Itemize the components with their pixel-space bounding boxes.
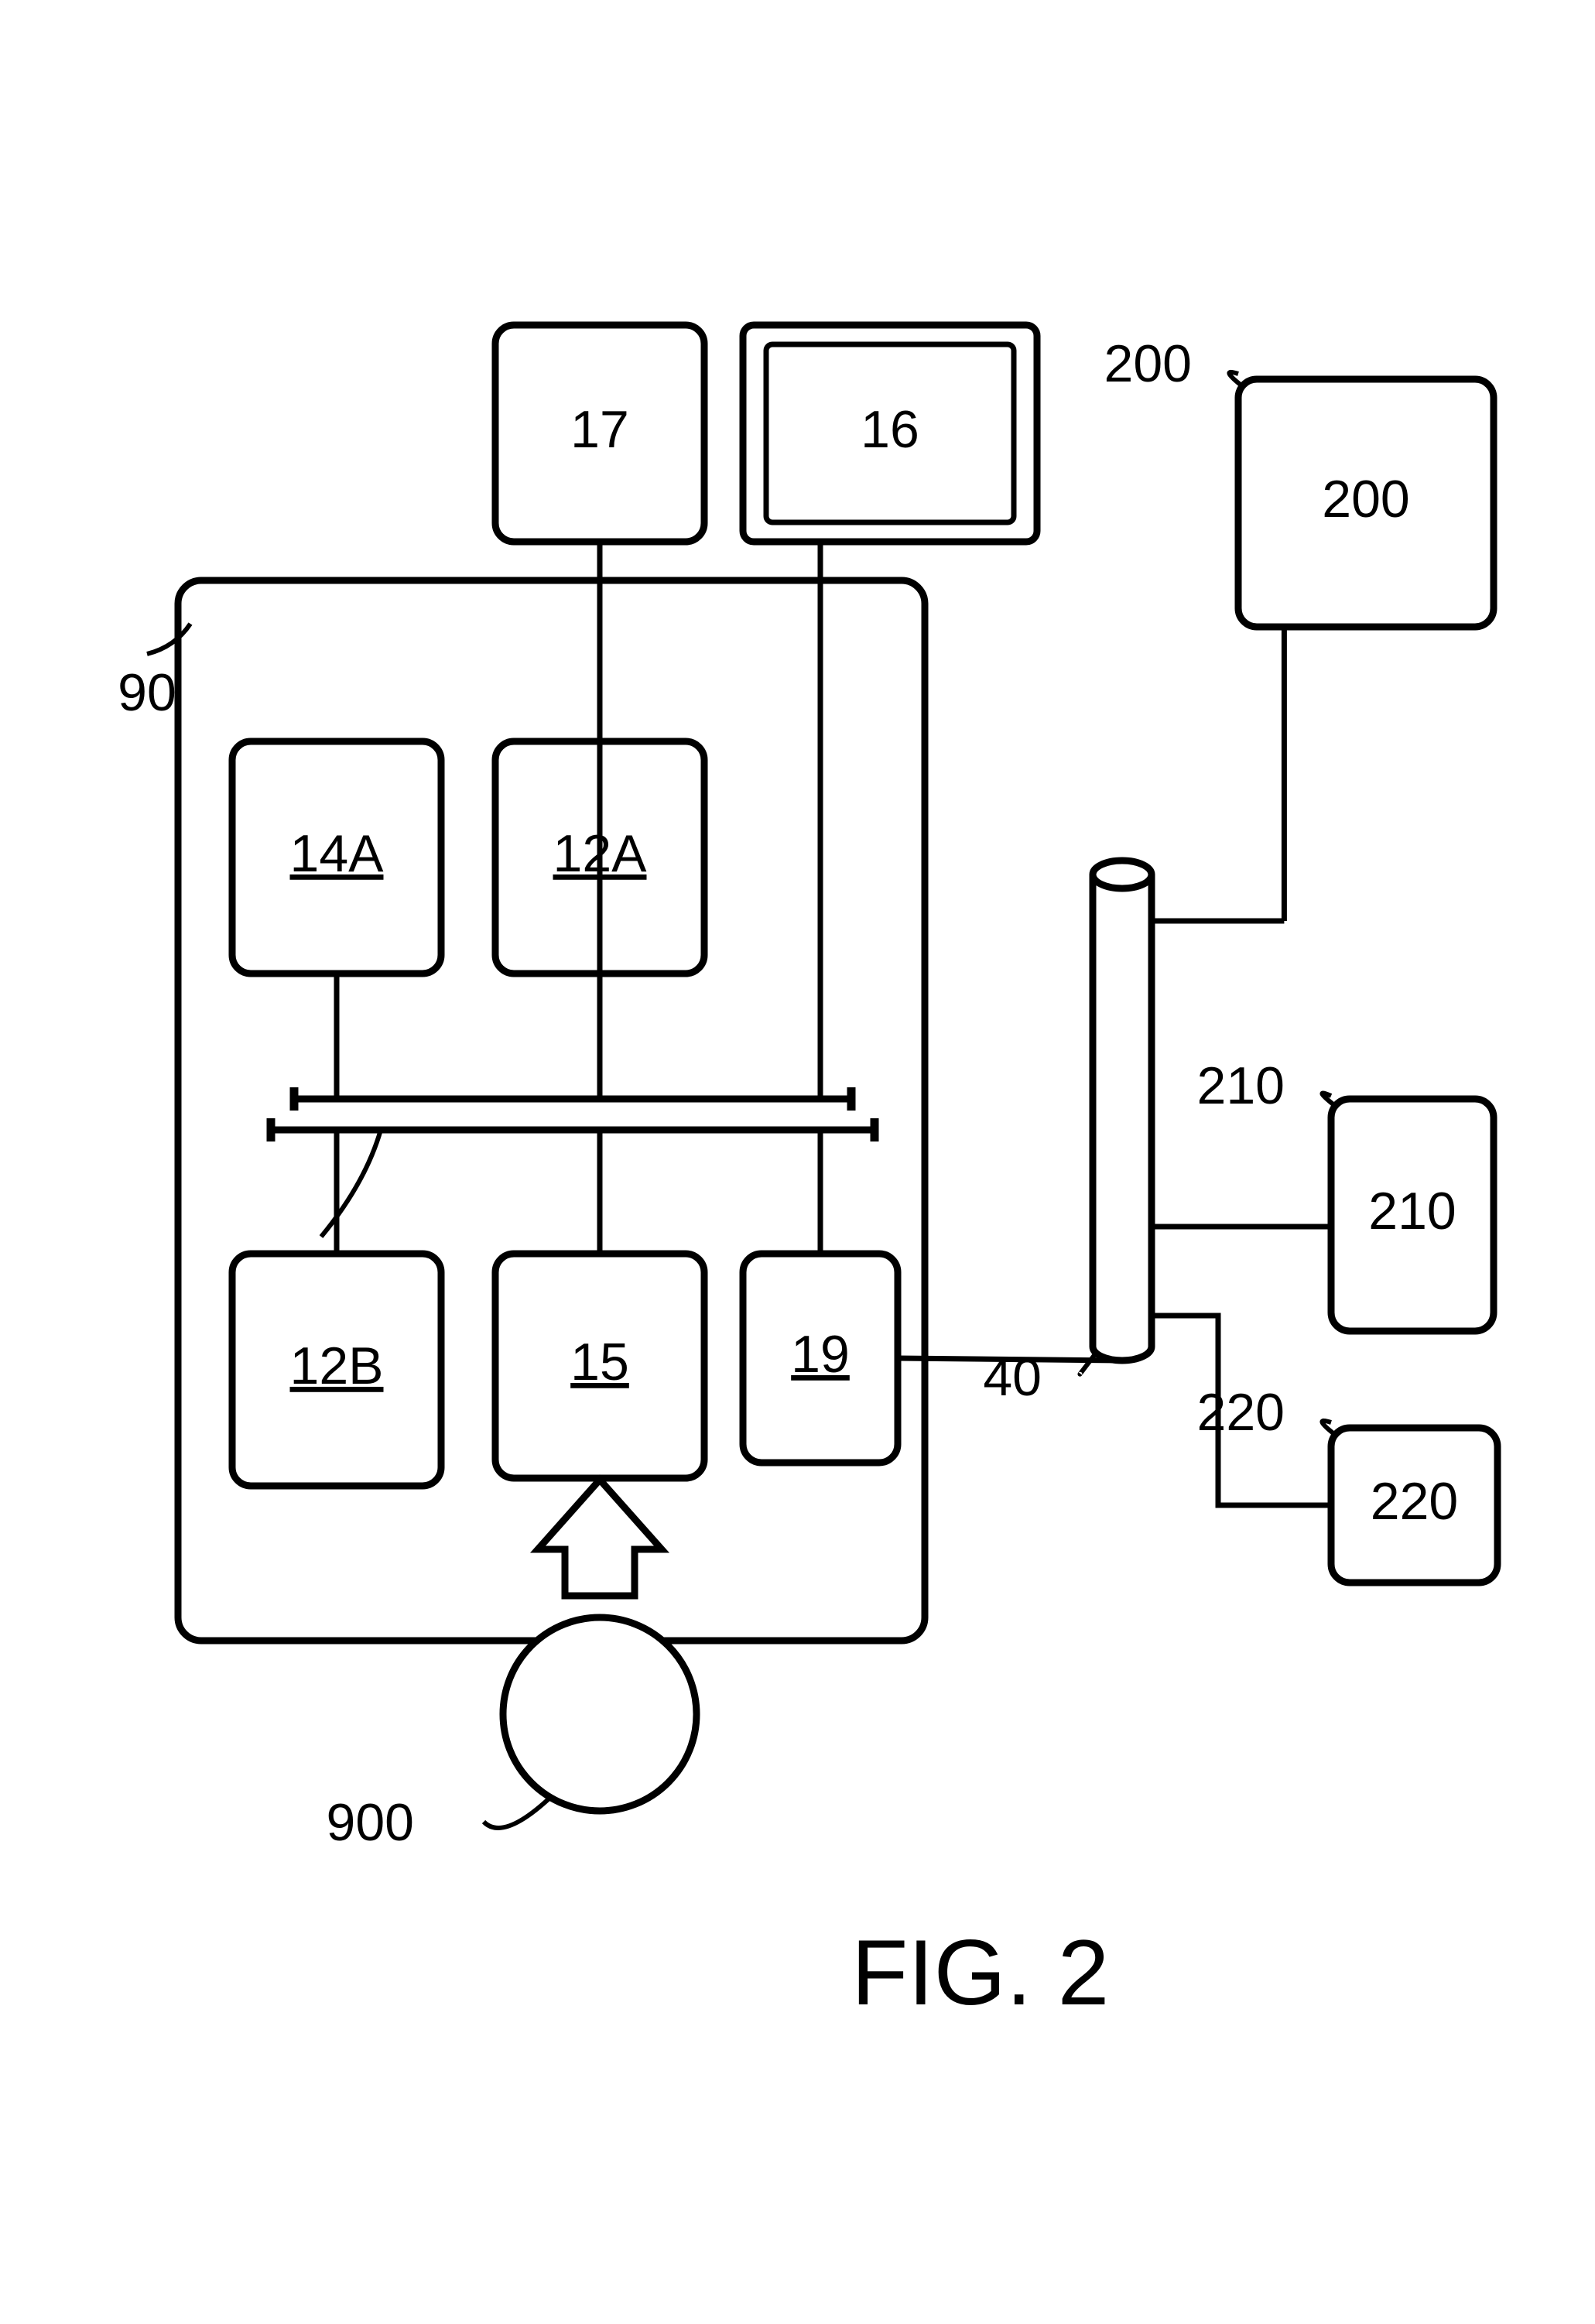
label-b19: 19 bbox=[791, 1325, 850, 1384]
label-90: 90 bbox=[118, 663, 176, 722]
label-16: 16 bbox=[861, 400, 919, 459]
conn-19-cyl bbox=[898, 1358, 1122, 1361]
label-900: 900 bbox=[327, 1793, 414, 1852]
leader-200 bbox=[1229, 372, 1241, 385]
figure-label: FIG. 2 bbox=[851, 1921, 1109, 2025]
lbl-210: 210 bbox=[1197, 1056, 1285, 1115]
label-b200: 200 bbox=[1322, 470, 1409, 529]
leader-900 bbox=[484, 1796, 552, 1828]
label-b220: 220 bbox=[1371, 1472, 1458, 1531]
lbl-200: 200 bbox=[1104, 334, 1192, 393]
label-b12B: 12B bbox=[290, 1337, 384, 1395]
label-b15: 15 bbox=[570, 1333, 629, 1391]
circle-900 bbox=[503, 1617, 697, 1811]
cylinder-body bbox=[1093, 874, 1152, 1361]
label-b17: 17 bbox=[570, 400, 629, 459]
leader-210 bbox=[1322, 1093, 1334, 1105]
leader-220 bbox=[1322, 1421, 1334, 1434]
lbl-220: 220 bbox=[1197, 1383, 1285, 1442]
cylinder-top bbox=[1093, 861, 1152, 888]
label-b14A: 14A bbox=[290, 824, 385, 883]
label-b210: 210 bbox=[1368, 1182, 1456, 1241]
